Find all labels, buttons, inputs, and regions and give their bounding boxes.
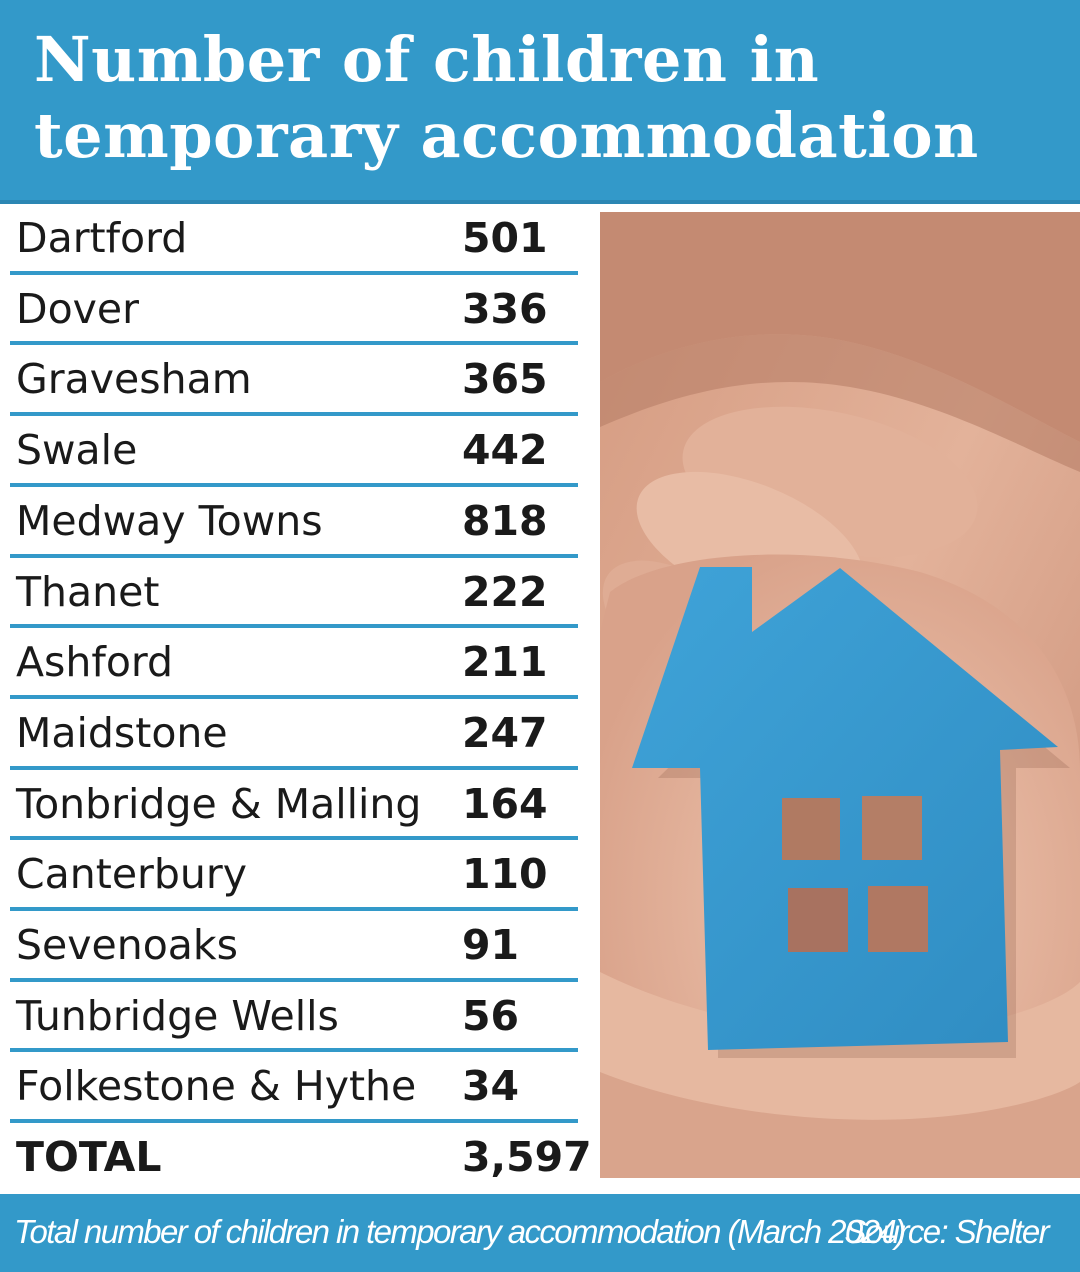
- page-title: Number of children in temporary accommod…: [34, 23, 979, 172]
- area-label: Dartford: [16, 214, 188, 262]
- area-label: Canterbury: [16, 850, 248, 899]
- area-value: 34: [462, 1062, 520, 1111]
- area-label: Gravesham: [16, 355, 252, 404]
- row-divider: [10, 341, 578, 346]
- area-value: 110: [462, 850, 548, 899]
- table-row: Canterbury 110: [10, 840, 578, 906]
- area-value: 164: [462, 779, 548, 828]
- data-table: Dartford 501 Dover 336 Gravesham 365 Swale 442 M…: [0, 204, 592, 1194]
- header-rule: [0, 200, 1080, 204]
- area-label: Dover: [16, 284, 139, 333]
- table-row: Maidstone 247: [10, 699, 578, 765]
- area-value: 211: [462, 638, 548, 687]
- area-value: 222: [462, 567, 548, 616]
- row-divider: [10, 907, 578, 911]
- area-label: Folkestone & Hythe: [16, 1062, 417, 1111]
- row-divider: [10, 412, 578, 417]
- row-divider: [10, 836, 578, 841]
- row-divider: [10, 1048, 578, 1053]
- row-divider: [10, 765, 578, 770]
- area-value: 501: [462, 214, 548, 262]
- table-row: Gravesham 365: [10, 345, 578, 411]
- row-divider: [10, 482, 578, 487]
- table-row: Tunbridge Wells 56: [10, 982, 578, 1048]
- area-value: 365: [462, 355, 548, 404]
- photo: [600, 212, 1080, 1178]
- footer-source: Source: Shelter: [844, 1213, 1050, 1250]
- row-divider: [10, 553, 578, 558]
- area-label: Maidstone: [16, 708, 228, 757]
- row-divider: [10, 694, 578, 699]
- total-value: 3,597: [462, 1133, 592, 1182]
- table-row: Dover 336: [10, 275, 578, 341]
- area-label: Swale: [16, 426, 138, 475]
- area-value: 336: [462, 284, 548, 333]
- row-divider: [10, 1119, 578, 1124]
- area-value: 91: [462, 921, 520, 969]
- area-value: 247: [462, 708, 548, 757]
- area-label: Tonbridge & Malling: [16, 779, 422, 828]
- area-label: Ashford: [16, 638, 174, 687]
- area-label: Tunbridge Wells: [16, 991, 339, 1040]
- area-label: Medway Towns: [16, 496, 323, 545]
- row-divider: [10, 624, 578, 629]
- header-banner: Number of children in temporary accommod…: [0, 0, 1080, 200]
- row-divider: [10, 977, 578, 982]
- area-value: 442: [462, 426, 548, 475]
- table-row: Swale 442: [10, 416, 578, 482]
- hands-holding-house-icon: [600, 212, 1080, 1178]
- total-row: TOTAL 3,597: [10, 1123, 592, 1189]
- table-row: Tonbridge & Malling 164: [10, 770, 578, 836]
- table-row: Medway Towns 818: [10, 487, 578, 553]
- area-value: 818: [462, 496, 548, 545]
- total-label: TOTAL: [16, 1133, 162, 1182]
- table-row: Dartford 501: [10, 204, 578, 270]
- footer-banner: Total number of children in temporary ac…: [0, 1194, 1080, 1272]
- area-value: 56: [462, 991, 520, 1040]
- table-row: Folkestone & Hythe 34: [10, 1052, 578, 1118]
- row-divider: [10, 270, 578, 275]
- area-label: Sevenoaks: [16, 921, 239, 969]
- area-label: Thanet: [16, 567, 160, 616]
- table-row: Thanet 222: [10, 558, 578, 624]
- table-row: Sevenoaks 91: [10, 911, 578, 977]
- table-row: Ashford 211: [10, 628, 578, 694]
- footer-caption: Total number of children in temporary ac…: [14, 1213, 906, 1250]
